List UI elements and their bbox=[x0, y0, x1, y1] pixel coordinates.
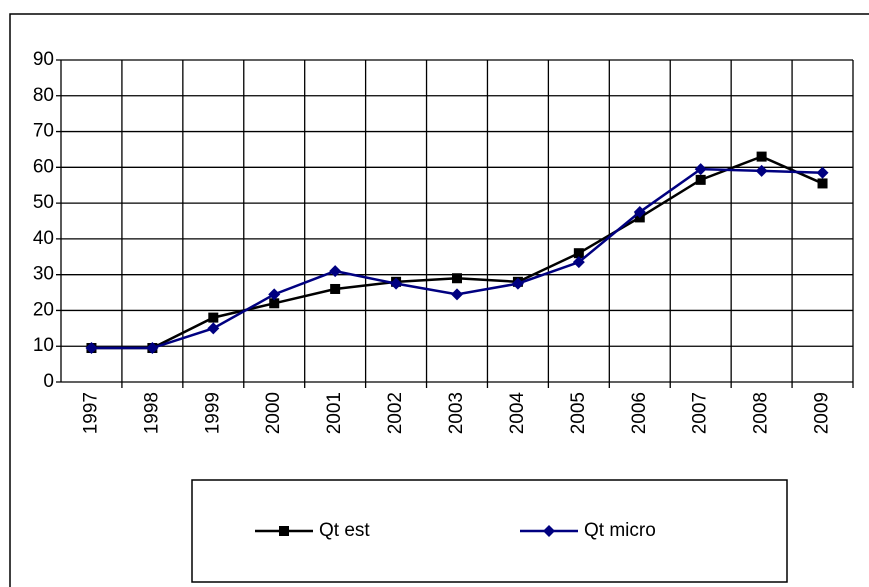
x-tick-label: 2004 bbox=[507, 392, 528, 435]
marker bbox=[511, 277, 524, 290]
x-tick-label: 1998 bbox=[141, 392, 162, 434]
marker bbox=[207, 322, 220, 335]
x-tick-label: 1997 bbox=[80, 392, 101, 434]
marker bbox=[756, 151, 767, 162]
marker bbox=[451, 288, 463, 301]
marker bbox=[85, 342, 98, 355]
legend-label: Qt est bbox=[319, 520, 370, 541]
x-tick-label: 2000 bbox=[263, 392, 284, 434]
y-tick-label: 90 bbox=[33, 49, 54, 70]
marker bbox=[817, 178, 828, 189]
marker bbox=[329, 265, 342, 278]
x-tick-label: 2006 bbox=[629, 392, 650, 434]
x-tick-label: 2003 bbox=[446, 392, 467, 434]
marker bbox=[208, 312, 219, 323]
x-tick-label: 2002 bbox=[385, 392, 406, 434]
y-tick-label: 60 bbox=[33, 156, 54, 177]
marker bbox=[390, 277, 403, 290]
marker bbox=[694, 163, 707, 176]
x-tick-label: 1999 bbox=[202, 392, 223, 434]
y-tick-label: 20 bbox=[33, 299, 54, 320]
y-tick-label: 30 bbox=[33, 264, 54, 285]
y-tick-label: 10 bbox=[33, 335, 54, 356]
y-tick-label: 0 bbox=[43, 371, 54, 392]
x-tick-label: 2005 bbox=[568, 392, 589, 434]
marker bbox=[573, 248, 584, 259]
x-tick-label: 2007 bbox=[690, 392, 711, 434]
marker bbox=[330, 283, 341, 294]
marker bbox=[695, 174, 706, 185]
marker bbox=[452, 273, 462, 284]
legend-marker bbox=[543, 525, 555, 537]
y-tick-label: 40 bbox=[33, 228, 54, 249]
y-tick-label: 70 bbox=[33, 121, 54, 142]
x-tick-label: 2001 bbox=[324, 392, 345, 434]
y-tick-label: 80 bbox=[33, 85, 54, 106]
legend-label: Qt micro bbox=[584, 520, 656, 541]
marker bbox=[269, 298, 280, 309]
y-tick-label: 50 bbox=[33, 192, 54, 213]
marker bbox=[816, 166, 829, 179]
marker bbox=[755, 164, 768, 177]
marker bbox=[572, 256, 585, 269]
marker bbox=[268, 288, 281, 301]
marker bbox=[633, 206, 646, 219]
x-tick-label: 2008 bbox=[751, 392, 772, 434]
x-tick-label: 2009 bbox=[812, 392, 833, 434]
legend-marker bbox=[279, 526, 289, 536]
marker bbox=[146, 342, 159, 355]
